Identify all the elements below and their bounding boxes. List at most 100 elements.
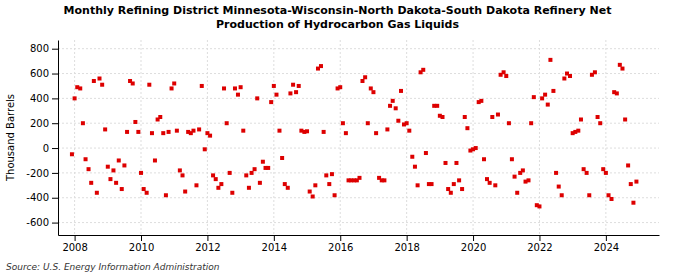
x-axis-tick-mark — [207, 235, 208, 241]
point — [283, 182, 287, 186]
y-axis-tick-label: 200 — [30, 118, 49, 129]
point — [446, 187, 450, 191]
point — [610, 197, 614, 201]
point — [236, 93, 240, 97]
grid-line-y — [58, 48, 659, 49]
point — [560, 193, 564, 197]
point — [241, 129, 245, 133]
point — [305, 129, 309, 133]
x-axis-tick-mark — [274, 235, 275, 241]
point — [482, 157, 486, 161]
point — [399, 89, 403, 93]
point — [81, 121, 85, 125]
y-axis-tick: 200 — [30, 118, 58, 129]
x-axis-tick-mark — [141, 235, 142, 241]
point — [84, 157, 88, 161]
point — [142, 187, 146, 191]
point — [504, 74, 508, 78]
x-axis-tick-label: 2012 — [195, 242, 220, 253]
point — [324, 173, 328, 177]
x-axis-tick-label: 2008 — [62, 242, 87, 253]
point — [449, 191, 453, 195]
point — [322, 130, 326, 134]
point — [548, 58, 552, 62]
point — [250, 171, 254, 175]
y-axis-tick-label: 800 — [30, 43, 49, 54]
point — [585, 171, 589, 175]
y-axis-tick: 600 — [30, 68, 58, 79]
point — [106, 165, 110, 169]
x-axis-tick-label: 2014 — [262, 242, 287, 253]
point — [441, 115, 445, 119]
point — [554, 171, 558, 175]
point — [261, 160, 265, 164]
point — [131, 81, 135, 85]
point — [396, 119, 400, 123]
point — [363, 75, 367, 79]
point — [211, 173, 215, 177]
point — [430, 182, 434, 186]
grid-line-x — [473, 40, 474, 235]
y-axis-tick: 400 — [30, 93, 58, 104]
y-axis-tick-label: 600 — [30, 68, 49, 79]
point — [532, 95, 536, 99]
point — [194, 183, 198, 187]
x-axis-tick-mark — [340, 235, 341, 241]
point — [338, 85, 342, 89]
point — [529, 121, 533, 125]
point — [582, 167, 586, 171]
y-axis-tick: -400 — [26, 192, 58, 203]
grid — [58, 40, 659, 235]
point — [172, 81, 176, 85]
point — [108, 177, 112, 181]
point — [327, 182, 331, 186]
y-axis-tick-mark — [52, 148, 58, 149]
point — [479, 99, 483, 103]
point — [308, 190, 312, 194]
point — [214, 177, 218, 181]
x-axis-tick: 2016 — [328, 235, 353, 253]
grid-line-x — [340, 40, 341, 235]
x-axis-tick: 2018 — [394, 235, 419, 253]
grid-line-y — [58, 197, 659, 198]
point — [457, 178, 461, 182]
point — [579, 117, 583, 121]
point — [280, 156, 284, 160]
y-axis-tick-mark — [52, 123, 58, 124]
grid-line-x — [141, 40, 142, 235]
point — [139, 171, 143, 175]
y-axis-tick-label: 0 — [43, 143, 49, 154]
point — [546, 103, 550, 107]
point — [593, 70, 597, 74]
point — [454, 161, 458, 165]
x-axis-tick: 2024 — [594, 235, 619, 253]
point — [341, 121, 345, 125]
point — [291, 83, 295, 87]
point — [288, 91, 292, 95]
x-axis: 200820102012201420162018202020222024 — [59, 235, 660, 253]
point — [122, 163, 126, 167]
y-axis-tick: 800 — [30, 43, 58, 54]
point — [424, 151, 428, 155]
points — [70, 58, 638, 209]
point — [604, 171, 608, 175]
point — [247, 186, 251, 190]
point — [183, 190, 187, 194]
grid-line-x — [74, 40, 75, 235]
x-axis-tick-label: 2018 — [394, 242, 419, 253]
point — [286, 186, 290, 190]
point — [255, 96, 259, 100]
grid-line-x — [207, 40, 208, 235]
point — [200, 84, 204, 88]
point — [568, 74, 572, 78]
x-axis-tick-mark — [473, 235, 474, 241]
point — [607, 193, 611, 197]
y-axis-tick-label: -600 — [26, 217, 49, 228]
y-axis-tick: 0 — [43, 143, 58, 154]
point — [360, 79, 364, 83]
point — [191, 129, 195, 133]
point — [313, 183, 317, 187]
point — [92, 79, 96, 83]
point — [371, 90, 375, 94]
point — [405, 121, 409, 125]
